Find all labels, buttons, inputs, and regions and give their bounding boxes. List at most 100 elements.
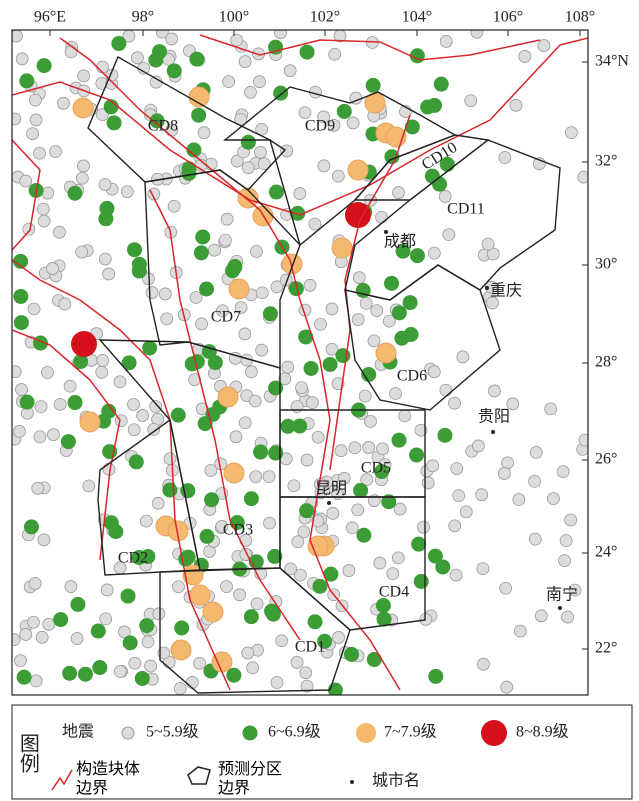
quake-dot	[134, 670, 150, 686]
quake-dot	[300, 453, 314, 467]
lat-label: 22°	[595, 640, 617, 657]
quake-dot	[191, 107, 207, 123]
quake-dot	[100, 583, 114, 597]
quake-dot	[481, 237, 495, 251]
quake-dot	[280, 144, 294, 158]
quake-dot	[208, 243, 221, 257]
quake-dot	[361, 366, 377, 382]
quake-dot	[568, 583, 582, 597]
fault-line	[12, 37, 588, 216]
quake-dot	[307, 535, 329, 557]
legend-text: 6~6.9级	[268, 723, 321, 741]
quake-dot	[152, 44, 168, 60]
quake-dot	[49, 145, 62, 159]
quake-dot	[96, 108, 109, 122]
quake-dot	[351, 313, 365, 326]
quake-dot	[297, 525, 311, 539]
zone-label: CD2	[118, 550, 148, 567]
quake-dot	[98, 178, 112, 191]
quake-dot	[250, 245, 263, 258]
quake-dot	[438, 190, 452, 203]
zone-boundary	[344, 264, 501, 411]
zone-label: CD6	[397, 368, 427, 385]
quake-dot	[306, 396, 319, 410]
quake-dot	[439, 383, 453, 397]
quake-dot	[101, 403, 117, 419]
legend-text: 地震	[62, 723, 94, 741]
quake-dot	[230, 154, 244, 168]
quake-dot	[497, 467, 511, 480]
quake-dot	[331, 377, 345, 390]
quake-dot	[391, 432, 407, 448]
quake-dot	[128, 454, 144, 470]
lon-label: 100°	[219, 9, 249, 26]
quake-dot	[244, 85, 257, 99]
quake-dot	[167, 199, 181, 213]
quake-dot	[317, 110, 331, 124]
quake-dot	[290, 400, 304, 413]
legend-text-box: 构造块体边界	[76, 761, 140, 797]
quake-dot	[121, 355, 137, 371]
quake-dot	[437, 427, 453, 443]
quake-dot	[375, 210, 388, 224]
legend-text: 预测分区边界	[218, 761, 283, 797]
legend-box	[11, 704, 633, 800]
quake-dot	[294, 568, 307, 582]
quake-dot	[442, 228, 456, 242]
quake-dot	[33, 430, 47, 444]
quake-dot	[199, 281, 215, 297]
quake-dot	[364, 415, 377, 428]
quake-dot	[281, 360, 295, 374]
quake-dot	[139, 618, 155, 634]
quake-dot	[452, 489, 466, 503]
quake-dot	[534, 609, 548, 623]
quake-dot	[355, 282, 371, 298]
legend-symbol	[121, 726, 135, 740]
quake-dot	[15, 52, 29, 66]
quake-dot	[513, 624, 527, 638]
quake-dot	[170, 639, 192, 661]
quake-dot	[172, 580, 185, 594]
quake-dot	[35, 630, 49, 644]
quake-dot	[488, 384, 501, 398]
quake-dot	[53, 225, 66, 239]
city-label: 贵阳	[478, 408, 510, 426]
quake-dot	[299, 503, 315, 519]
quake-dot	[151, 496, 165, 510]
quake-dot	[120, 588, 136, 604]
quake-dot	[37, 533, 51, 547]
city-label: 南宁	[546, 586, 578, 604]
quake-dot	[238, 55, 252, 68]
quake-dot	[75, 171, 89, 185]
quake-dot	[241, 161, 255, 175]
quake-dot	[96, 354, 110, 367]
fault-line	[299, 299, 401, 691]
quake-dot	[250, 597, 264, 611]
quake-dot	[77, 159, 90, 173]
quake-dot	[346, 116, 360, 130]
quake-dot	[367, 334, 381, 348]
quake-dot	[360, 473, 374, 487]
legend-text: 5~5.9级	[146, 723, 199, 741]
quake-dot	[137, 61, 151, 75]
quake-dot	[267, 548, 283, 564]
city-dot	[558, 606, 562, 610]
quake-dot	[243, 609, 259, 625]
quake-dot	[77, 69, 91, 83]
quake-dot	[303, 278, 317, 292]
quake-dot	[561, 610, 574, 624]
zone-label: CD11	[447, 201, 485, 218]
quake-dot	[333, 30, 347, 43]
quake-dot	[427, 365, 441, 379]
quake-dot	[362, 441, 376, 454]
quake-dot	[162, 482, 178, 498]
quake-dot	[167, 520, 189, 542]
quake-dot	[270, 676, 284, 689]
quake-dot	[12, 112, 22, 126]
quake-dot	[19, 394, 35, 410]
quake-dot	[220, 580, 233, 594]
zone-label: CD3	[223, 522, 253, 539]
zone-boundary	[159, 567, 351, 694]
fault-line	[12, 139, 41, 251]
